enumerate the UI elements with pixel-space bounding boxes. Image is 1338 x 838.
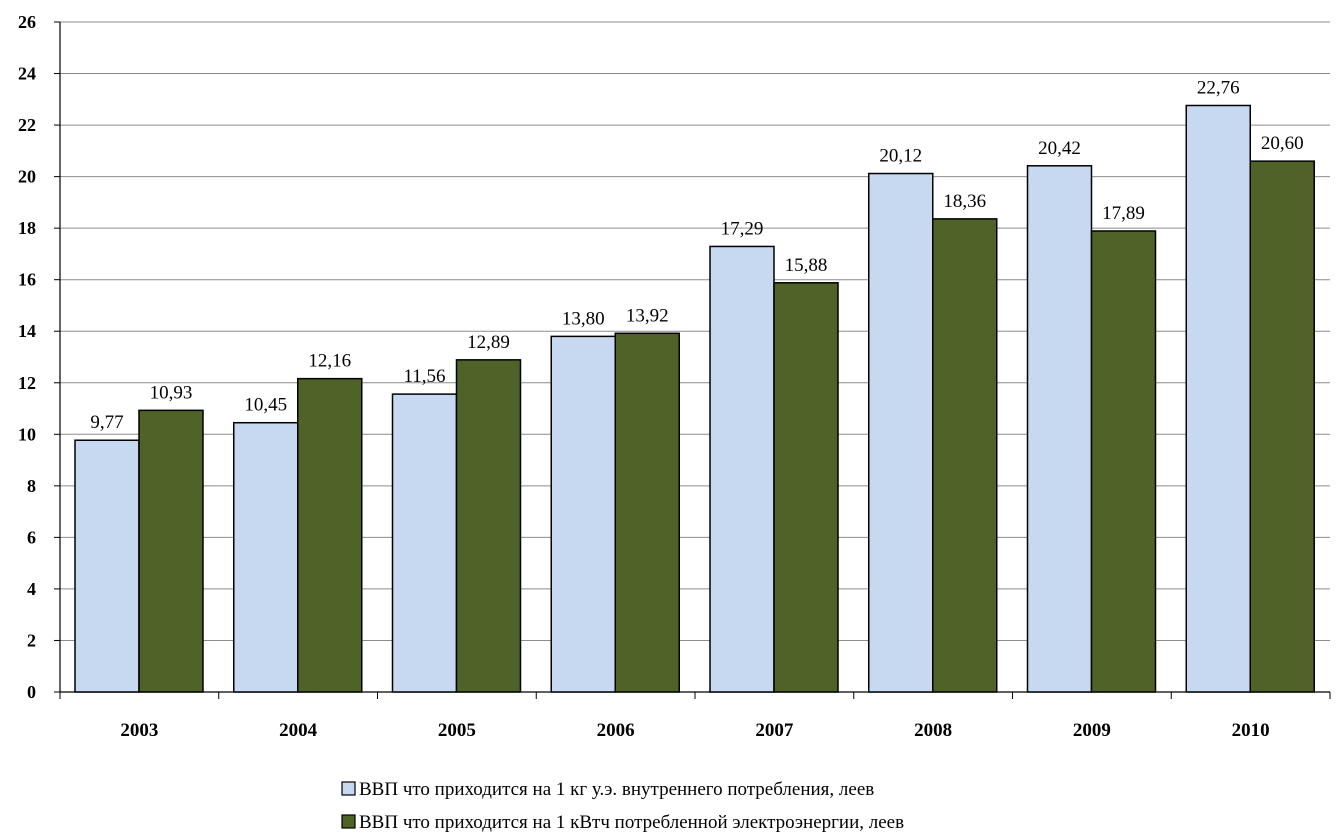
- data-label: 22,76: [1197, 77, 1240, 98]
- bar-energy-2008: [868, 172, 934, 693]
- bar-electricity-2010: [1249, 160, 1315, 693]
- x-tick-label: 2008: [914, 720, 952, 741]
- y-tick-label: 10: [18, 424, 36, 444]
- x-tick-label: 2005: [438, 720, 476, 741]
- y-tick-label: 20: [18, 167, 36, 187]
- y-tick-label: 0: [27, 682, 36, 702]
- y-tick-label: 26: [18, 12, 36, 32]
- data-label: 13,92: [626, 305, 669, 326]
- data-label: 9,77: [90, 412, 123, 433]
- data-label: 13,80: [562, 308, 605, 329]
- data-label: 10,93: [150, 382, 193, 403]
- bar-electricity-2005: [455, 359, 522, 693]
- bar-energy-2007: [709, 245, 775, 693]
- y-tick-label: 8: [27, 476, 36, 496]
- x-tick-label: 2006: [597, 720, 635, 741]
- bar-electricity-2007: [773, 282, 839, 693]
- data-label: 17,29: [721, 218, 764, 239]
- bar-electricity-2004: [297, 377, 363, 693]
- legend-label-energy: ВВП что приходится на 1 кг у.э. внутренн…: [359, 779, 874, 800]
- data-label: 20,60: [1261, 133, 1304, 154]
- legend-label-electricity: ВВП что приходится на 1 кВтч потребленно…: [359, 812, 904, 833]
- bar-energy-2003: [74, 439, 140, 693]
- data-label: 20,42: [1038, 138, 1081, 159]
- y-tick-label: 14: [18, 321, 36, 341]
- y-tick-label: 16: [18, 270, 36, 290]
- bar-energy-2006: [550, 335, 616, 693]
- legend-swatch-electricity: [341, 814, 356, 829]
- bar-energy-2009: [1026, 165, 1093, 693]
- bar-electricity-2006: [614, 332, 680, 693]
- bar-energy-2004: [233, 421, 299, 693]
- y-tick-label: 22: [18, 115, 36, 135]
- bar-electricity-2009: [1090, 230, 1157, 693]
- bar-electricity-2003: [138, 409, 204, 693]
- data-label: 17,89: [1102, 203, 1145, 224]
- data-label: 20,12: [879, 146, 922, 167]
- data-label: 11,56: [403, 366, 445, 387]
- bar-energy-2005: [391, 393, 458, 693]
- data-label: 18,36: [943, 191, 986, 212]
- data-label: 15,88: [785, 255, 828, 276]
- data-label: 10,45: [244, 395, 287, 416]
- data-label: 12,89: [467, 332, 510, 353]
- x-tick-label: 2007: [755, 720, 794, 741]
- legend-swatch-energy: [341, 781, 356, 796]
- y-tick-label: 18: [18, 218, 36, 238]
- x-tick-label: 2009: [1073, 720, 1111, 741]
- x-tick-label: 2010: [1232, 720, 1270, 741]
- y-tick-label: 24: [18, 64, 36, 84]
- y-tick-label: 4: [27, 579, 36, 599]
- bar-electricity-2008: [932, 218, 998, 693]
- y-tick-label: 2: [27, 630, 36, 650]
- bar-energy-2010: [1185, 104, 1251, 693]
- x-tick-label: 2003: [120, 720, 158, 741]
- y-tick-label: 6: [27, 527, 36, 547]
- data-label: 12,16: [308, 351, 351, 372]
- y-tick-label: 12: [18, 373, 36, 393]
- x-tick-label: 2004: [279, 720, 318, 741]
